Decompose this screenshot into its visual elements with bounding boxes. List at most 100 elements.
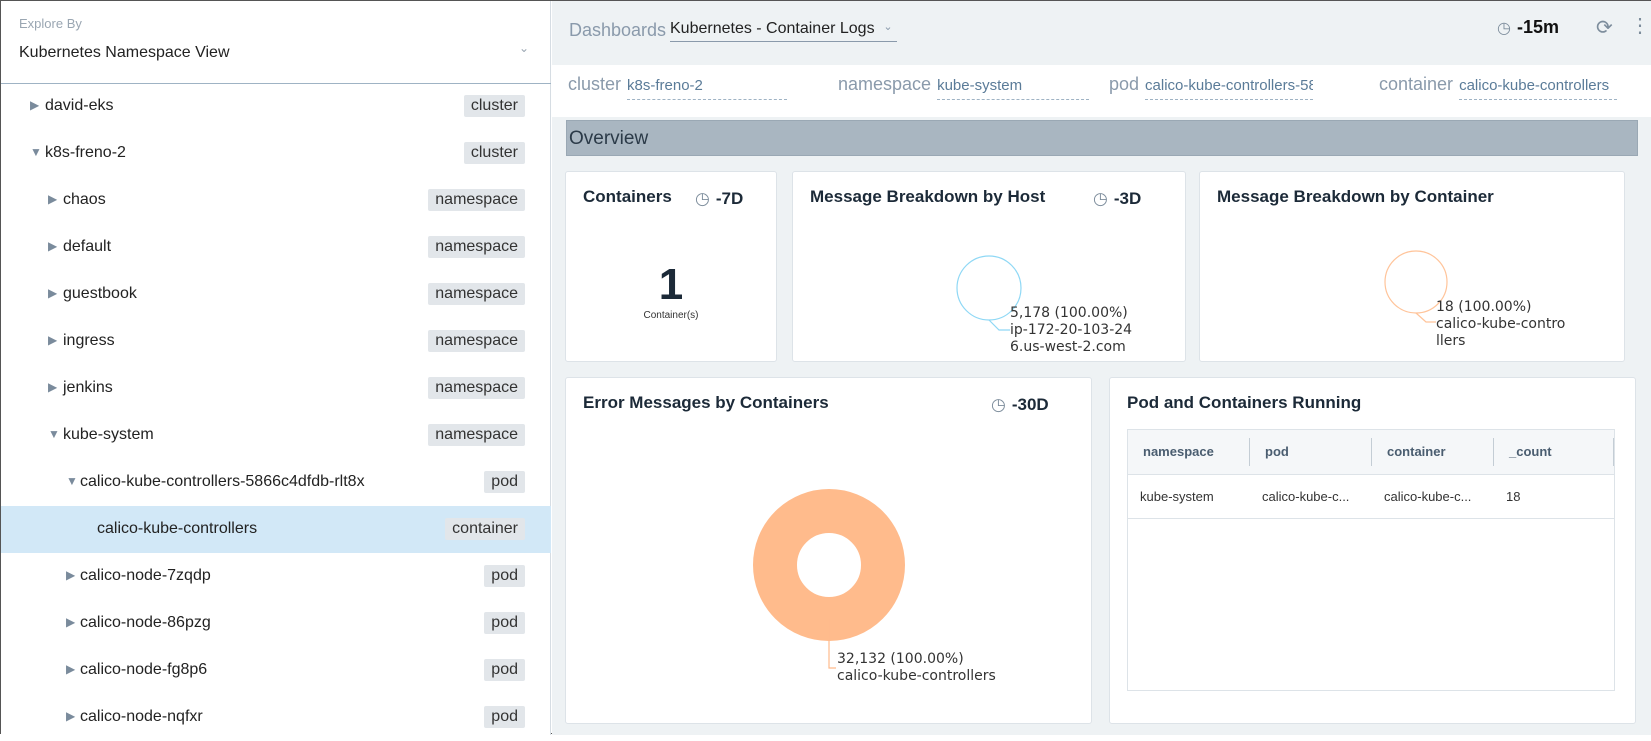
tree-item[interactable]: ▶ jenkins namespace <box>1 365 551 412</box>
tree-item-label: calico-node-nqfxr <box>80 708 203 725</box>
panel-message-breakdown-host: Message Breakdown by Host ◷ -3D 5,178 (10… <box>792 171 1186 362</box>
chevron-down-icon: ⌄ <box>883 21 893 33</box>
caret-right-icon[interactable]: ▶ <box>48 286 58 300</box>
filter-value[interactable]: calico-kube-controllers-5866c4dfdb-rlt8x <box>1145 77 1314 100</box>
panel-time-range[interactable]: ◷ -7D <box>695 189 744 208</box>
tree-item-label: chaos <box>63 191 106 208</box>
tree-item-label: default <box>63 238 112 255</box>
container-count-unit: Container(s) <box>643 310 699 321</box>
time-range-button[interactable]: ◷ -15m <box>1497 17 1559 38</box>
more-menu-icon[interactable]: ⋮ <box>1630 15 1650 37</box>
tree-item-type-badge: pod <box>484 612 525 634</box>
container-count: 1 <box>658 260 684 309</box>
table-row[interactable]: kube-system calico-kube-c... calico-kube… <box>1128 474 1614 519</box>
tree-item[interactable]: ▶ chaos namespace <box>1 177 551 224</box>
dashboard-select[interactable]: Kubernetes - Container Logs ⌄ <box>670 20 897 42</box>
column-header-namespace[interactable]: namespace <box>1128 430 1250 475</box>
caret-right-icon[interactable]: ▶ <box>66 568 76 582</box>
tree-item-label: guestbook <box>63 285 137 302</box>
tree-item-label: calico-kube-controllers-5866c4dfdb-rlt8x <box>80 473 365 490</box>
tree-item[interactable]: ▼ calico-kube-controllers-5866c4dfdb-rlt8… <box>1 459 551 506</box>
column-header-count[interactable]: _count <box>1494 430 1614 475</box>
tree-item-label: calico-node-fg8p6 <box>80 661 208 678</box>
tree-item-label: calico-node-7zqdp <box>80 567 211 584</box>
caret-right-icon[interactable]: ▶ <box>48 380 58 394</box>
tree-item-type-badge: pod <box>484 565 525 587</box>
cell-pod: calico-kube-c... <box>1250 474 1372 519</box>
tree-item-label: kube-system <box>63 426 154 443</box>
tree-item[interactable]: ▼ k8s-freno-2 cluster <box>1 130 551 177</box>
panel-title: Message Breakdown by Container <box>1217 187 1494 206</box>
clock-icon: ◷ <box>1497 20 1511 37</box>
explore-by-select[interactable]: Kubernetes Namespace View <box>19 44 230 61</box>
caret-right-icon[interactable]: ▶ <box>30 98 40 112</box>
caret-down-icon[interactable]: ▼ <box>48 427 60 441</box>
tree-item[interactable]: ▶ calico-node-86pzg pod <box>1 600 551 647</box>
panel-pods-running: Pod and Containers Running namespace pod… <box>1109 377 1636 724</box>
host-pie-chart <box>956 255 1022 331</box>
caret-right-icon[interactable]: ▶ <box>66 615 76 629</box>
tree-item-type-badge: cluster <box>463 95 525 117</box>
explorer-sidebar: Explore By Kubernetes Namespace View ⌄ ▶… <box>1 1 551 735</box>
filter-cluster[interactable]: cluster k8s-freno-2 <box>568 74 788 100</box>
panel-title: Pod and Containers Running <box>1127 393 1362 412</box>
tree-item-type-badge: cluster <box>463 142 525 164</box>
caret-right-icon[interactable]: ▶ <box>66 709 76 723</box>
tree-item[interactable]: ▶ ingress namespace <box>1 318 551 365</box>
clock-icon: ◷ <box>695 189 710 208</box>
tree-item-type-badge: pod <box>484 659 525 681</box>
panel-time-range[interactable]: ◷ -3D <box>1093 189 1142 208</box>
filter-namespace[interactable]: namespace kube-system <box>838 74 1090 100</box>
caret-right-icon[interactable]: ▶ <box>66 662 76 676</box>
tree-item-type-badge: namespace <box>428 330 525 352</box>
dashboards-breadcrumb[interactable]: Dashboards <box>569 20 667 40</box>
time-range-value: -15m <box>1516 17 1559 37</box>
caret-down-icon[interactable]: ▼ <box>66 474 78 488</box>
panel-title: Containers <box>583 187 672 206</box>
tree-item-label: jenkins <box>63 379 113 396</box>
tree-item-type-badge: namespace <box>428 377 525 399</box>
tree-item-type-badge: namespace <box>428 236 525 258</box>
caret-right-icon[interactable]: ▶ <box>48 239 58 253</box>
tree-item[interactable]: ▶ calico-node-fg8p6 pod <box>1 647 551 694</box>
filter-bar: cluster k8s-freno-2 namespace kube-system … <box>552 65 1651 117</box>
panel-title: Message Breakdown by Host <box>810 187 1046 206</box>
filter-label: container <box>1379 74 1454 94</box>
overview-title: Overview <box>569 128 649 149</box>
divider <box>1 83 551 84</box>
refresh-icon[interactable]: ⟳ <box>1596 17 1613 39</box>
container-pie-chart <box>1384 250 1448 323</box>
panel-time-range[interactable]: ◷ -30D <box>991 395 1049 414</box>
tree-item-label: k8s-freno-2 <box>45 144 126 161</box>
filter-container[interactable]: container calico-kube-controllers <box>1379 74 1618 100</box>
pie-label: 18 (100.00%) calico-kube-contro llers <box>1436 299 1566 349</box>
caret-right-icon[interactable]: ▶ <box>48 333 58 347</box>
caret-right-icon[interactable]: ▶ <box>48 192 58 206</box>
tree-item[interactable]: ▶ default namespace <box>1 224 551 271</box>
tree-item-label: ingress <box>63 332 115 349</box>
column-header-pod[interactable]: pod <box>1250 430 1372 475</box>
donut-slice[interactable] <box>753 489 905 641</box>
tree-item[interactable]: ▼ kube-system namespace <box>1 412 551 459</box>
tree-item[interactable]: ▶ calico-node-7zqdp pod <box>1 553 551 600</box>
filter-pod[interactable]: podcalico-kube-controllers-5866c4dfdb-rl… <box>1109 74 1314 100</box>
tree-item[interactable]: ▶ david-eks cluster <box>1 83 551 130</box>
column-header-container[interactable]: container <box>1372 430 1494 475</box>
filter-value[interactable]: k8s-freno-2 <box>627 77 788 100</box>
donut-label: 32,132 (100.00%) calico-kube-controllers <box>837 651 996 684</box>
pie-label: 5,178 (100.00%) ip-172-20-103-24 6.us-west… <box>1010 305 1133 355</box>
caret-down-icon[interactable]: ▼ <box>30 145 42 159</box>
filter-value[interactable]: kube-system <box>937 77 1090 100</box>
tree-item-label: calico-kube-controllers <box>97 520 258 537</box>
dashboard-main: Dashboards Kubernetes - Container Logs ⌄ … <box>552 1 1651 735</box>
clock-icon: ◷ <box>991 395 1006 414</box>
tree-item[interactable]: ▶ calico-node-nqfxr pod <box>1 694 551 741</box>
chevron-down-icon[interactable]: ⌄ <box>519 41 530 55</box>
filter-value[interactable]: calico-kube-controllers <box>1459 77 1618 100</box>
tree-item-type-badge: container <box>445 518 525 540</box>
filter-label: namespace <box>838 74 932 94</box>
tree-item-label: calico-node-86pzg <box>80 614 211 631</box>
clock-icon: ◷ <box>1093 189 1108 208</box>
tree-item[interactable]: ▶ guestbook namespace <box>1 271 551 318</box>
tree-item[interactable]: calico-kube-controllers container <box>1 506 551 553</box>
